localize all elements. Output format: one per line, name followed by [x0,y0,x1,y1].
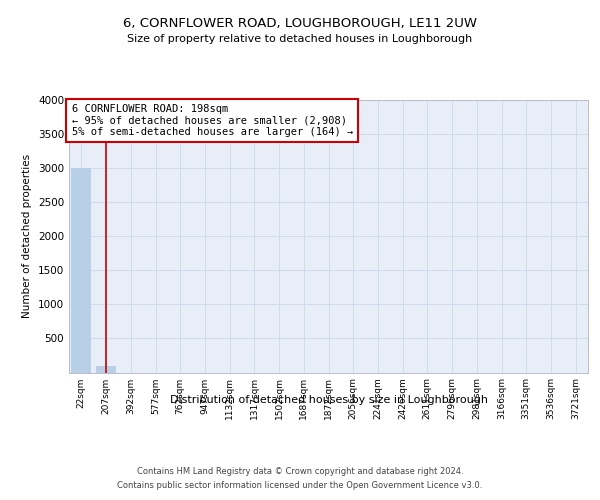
Text: Contains HM Land Registry data © Crown copyright and database right 2024.: Contains HM Land Registry data © Crown c… [137,468,463,476]
Bar [96,366,116,372]
Text: Contains public sector information licensed under the Open Government Licence v3: Contains public sector information licen… [118,481,482,490]
Text: Size of property relative to detached houses in Loughborough: Size of property relative to detached ho… [127,34,473,44]
Y-axis label: Number of detached properties: Number of detached properties [22,154,32,318]
Bar [71,168,91,372]
Text: 6 CORNFLOWER ROAD: 198sqm
← 95% of detached houses are smaller (2,908)
5% of sem: 6 CORNFLOWER ROAD: 198sqm ← 95% of detac… [71,104,353,138]
Text: 6, CORNFLOWER ROAD, LOUGHBOROUGH, LE11 2UW: 6, CORNFLOWER ROAD, LOUGHBOROUGH, LE11 2… [123,18,477,30]
Text: Distribution of detached houses by size in Loughborough: Distribution of detached houses by size … [170,395,488,405]
